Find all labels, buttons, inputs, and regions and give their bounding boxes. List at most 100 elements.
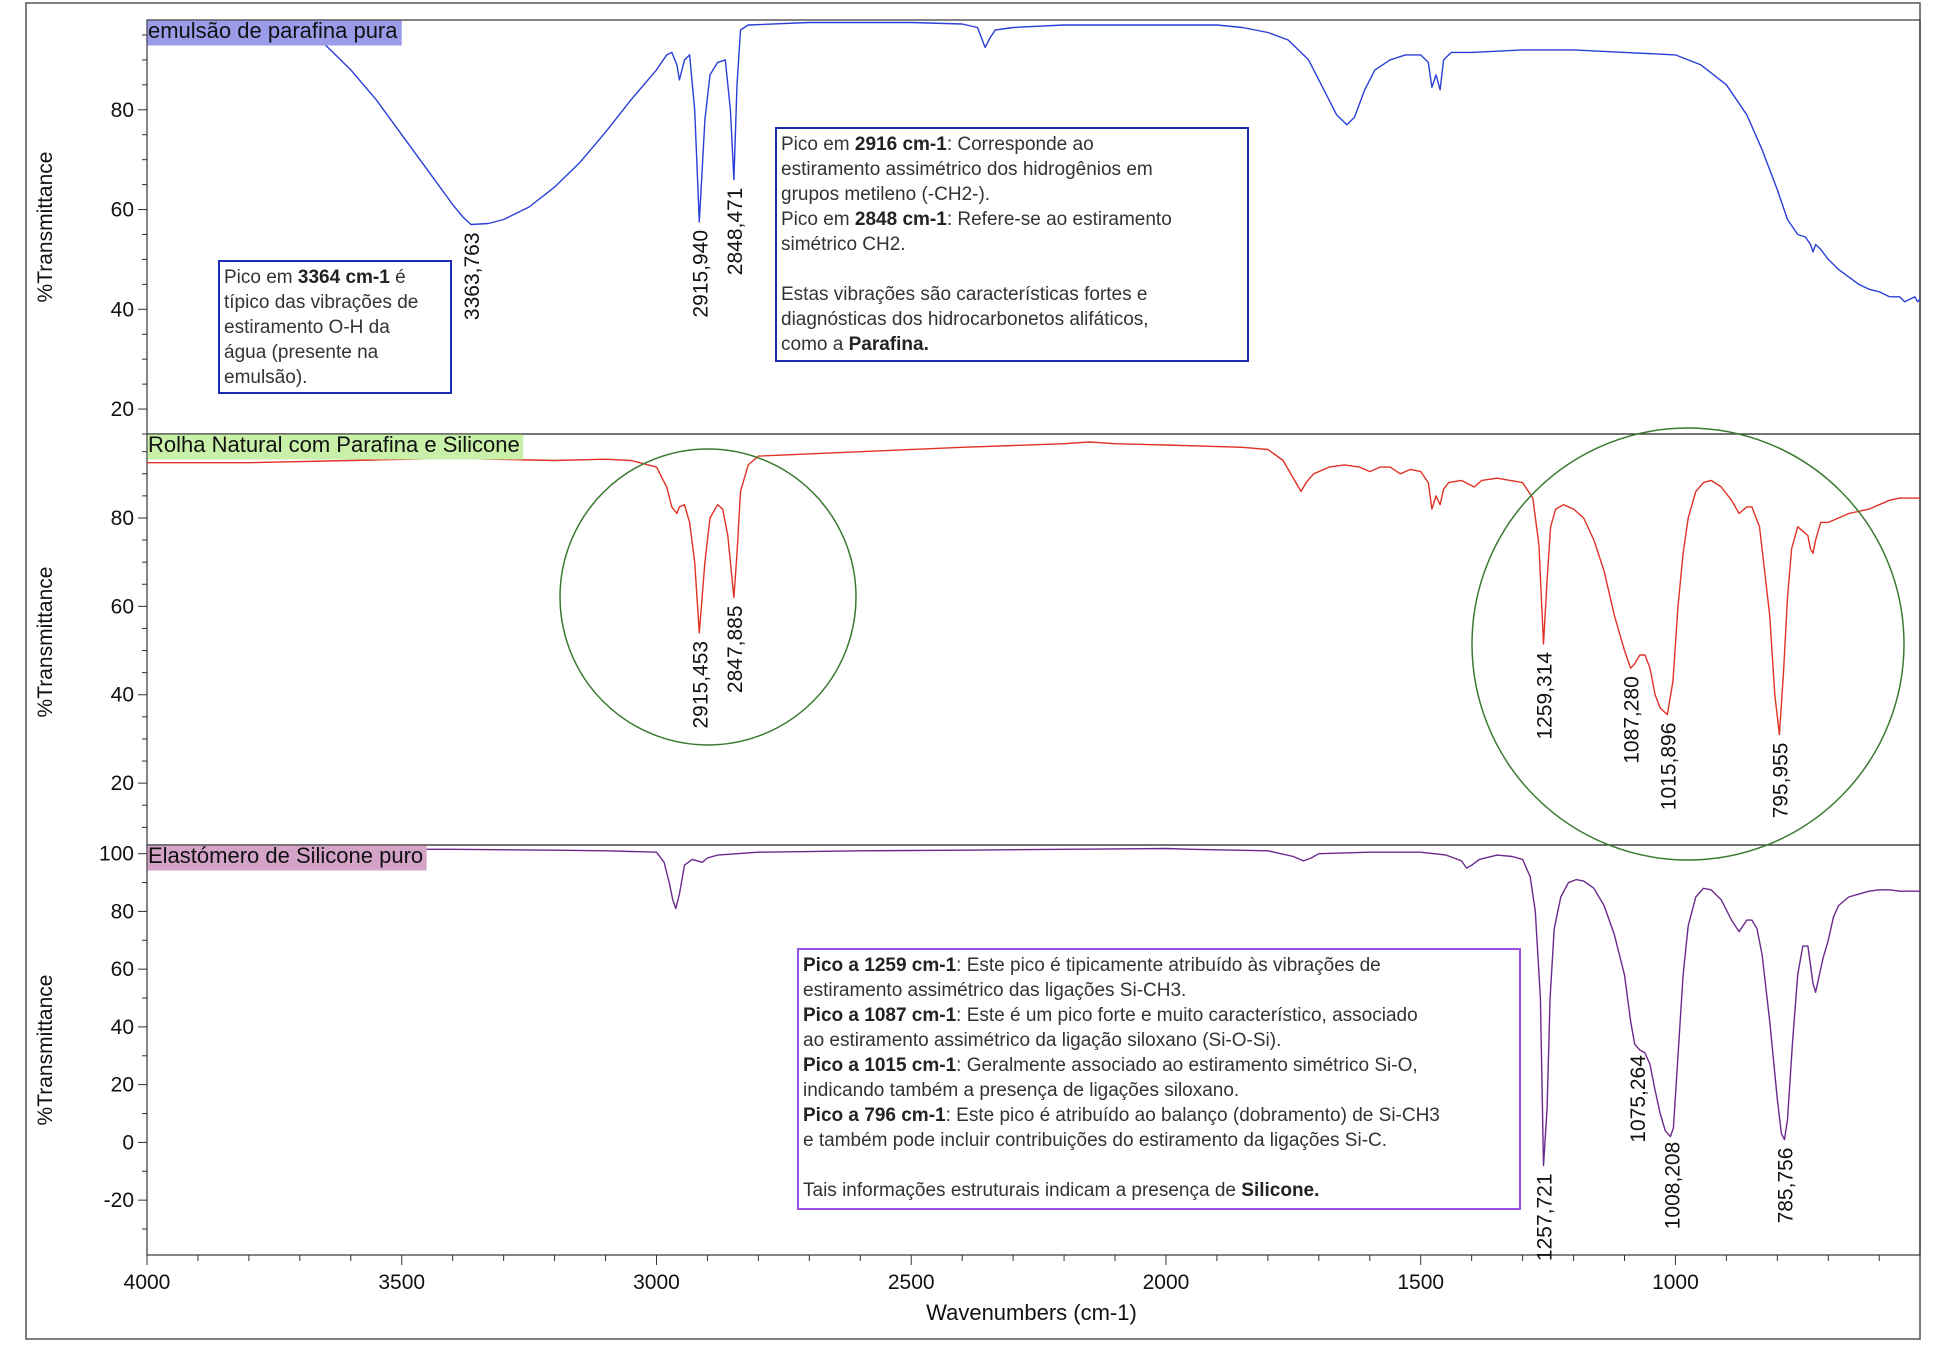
x-tick-label: 3000	[633, 1271, 680, 1294]
note-paraffin-peaks: Pico em 2916 cm-1: Corresponde ao estiram…	[775, 127, 1249, 362]
panel-title-2: Rolha Natural com Parafina e Silicone	[148, 432, 520, 457]
y-tick-label: 20	[111, 398, 134, 421]
y-tick-label: 60	[111, 958, 134, 981]
note-paraffin-text: simétrico CH2.	[781, 234, 906, 255]
note-paraffin-text: Pico em	[781, 134, 855, 155]
y-tick-label: 20	[111, 772, 134, 795]
note-silicone-bold-text: Pico a 796 cm-1	[803, 1105, 946, 1126]
panel-title-background-1	[147, 20, 402, 46]
note-paraffin-line: simétrico CH2.	[781, 232, 1243, 257]
peak-label-1008-208: 1008,208	[1661, 1142, 1684, 1230]
y-tick-label: 80	[111, 99, 134, 122]
note-paraffin-text: : Corresponde ao	[946, 134, 1094, 155]
y-tick-label: 80	[111, 507, 134, 530]
note-paraffin-line: Pico em 2848 cm-1: Refere-se ao estirame…	[781, 207, 1243, 232]
y-tick-label: 0	[122, 1131, 134, 1154]
y-tick-label: 60	[111, 595, 134, 618]
note-paraffin-line: Estas vibrações são características fort…	[781, 282, 1243, 307]
y-tick-label: -20	[104, 1189, 134, 1212]
peak-label-1087-280: 1087,280	[1621, 676, 1644, 764]
note-water-text: Pico em	[224, 267, 298, 288]
note-paraffin-text: diagnósticas dos hidrocarbonetos alifáti…	[781, 309, 1149, 330]
note-silicone-text: : Este é um pico forte e muito caracterí…	[956, 1005, 1418, 1026]
panel-title-background-3	[147, 845, 427, 871]
note-water-line: Pico em 3364 cm-1 é	[224, 265, 446, 290]
note-paraffin-bold-text: 2916 cm-1	[854, 134, 947, 155]
note-silicone-bold-text: Silicone.	[1241, 1180, 1320, 1201]
highlight-circle-ch2-peaks	[559, 448, 857, 746]
note-silicone-text: e também pode incluir contribuições do e…	[803, 1130, 1388, 1151]
note-paraffin-blank-line	[781, 257, 1243, 282]
peak-label-1257-721: 1257,721	[1534, 1174, 1557, 1262]
note-water-line: água (presente na	[224, 340, 446, 365]
note-silicone-line: ao estiramento assimétrico da ligação si…	[803, 1028, 1515, 1053]
note-paraffin-text: Pico em	[781, 209, 855, 230]
y-tick-label: 40	[111, 298, 134, 321]
note-silicone-text: Tais informações estruturais indicam a p…	[803, 1180, 1242, 1201]
y-tick-label: 40	[111, 684, 134, 707]
note-paraffin-bold-text: 2848 cm-1	[854, 209, 947, 230]
y-axis-label-3: %Transmittance	[34, 975, 57, 1126]
spectrum-line-3	[146, 847, 1920, 1167]
note-silicone-line: Pico a 1015 cm-1: Geralmente associado a…	[803, 1053, 1515, 1078]
note-paraffin-text: estiramento assimétrico dos hidrogênios …	[781, 159, 1153, 180]
note-paraffin-line: estiramento assimétrico dos hidrogênios …	[781, 157, 1243, 182]
note-paraffin-text: como a	[781, 334, 849, 355]
note-water-line: emulsão).	[224, 365, 446, 390]
note-paraffin-text: Estas vibrações são características fort…	[781, 284, 1148, 305]
note-paraffin-text: : Refere-se ao estiramento	[946, 209, 1172, 230]
peak-label-2847-885: 2847,885	[724, 606, 747, 694]
y-tick-label: 40	[111, 1016, 134, 1039]
note-silicone-text: ao estiramento assimétrico da ligação si…	[803, 1030, 1282, 1051]
note-silicone-bold-text: Pico a 1259 cm-1	[803, 955, 957, 976]
peak-label-1015-896: 1015,896	[1657, 723, 1680, 811]
panel-title-3: Elastómero de Silicone puro	[148, 843, 423, 868]
y-tick-label: 100	[99, 843, 134, 866]
note-paraffin-line: como a Parafina.	[781, 332, 1243, 357]
note-paraffin-line: grupos metileno (-CH2-).	[781, 182, 1243, 207]
note-paraffin-line: diagnósticas dos hidrocarbonetos alifáti…	[781, 307, 1243, 332]
plot-frame-3	[146, 844, 1921, 1256]
note-silicone-line: Tais informações estruturais indicam a p…	[803, 1178, 1515, 1203]
note-silicone-text: indicando também a presença de ligações …	[803, 1080, 1240, 1101]
note-silicone-text: : Este pico é tipicamente atribuído às v…	[956, 955, 1381, 976]
note-paraffin-text: grupos metileno (-CH2-).	[781, 184, 991, 205]
note-silicone-line: Pico a 1259 cm-1: Este pico é tipicament…	[803, 953, 1515, 978]
y-tick-label: 60	[111, 199, 134, 222]
peak-label-1259-314: 1259,314	[1534, 652, 1557, 740]
peak-label-795-955: 795,955	[1769, 743, 1792, 819]
x-tick-label: 3500	[378, 1271, 425, 1294]
note-water-line: típico das vibrações de	[224, 290, 446, 315]
peak-label-2848-471: 2848,471	[724, 188, 747, 276]
panel-title-1: emulsão de parafina pura	[148, 18, 398, 43]
x-tick-label: 2500	[888, 1271, 935, 1294]
y-axis-label-1: %Transmittance	[34, 152, 57, 303]
note-silicone-text: estiramento assimétrico das ligações Si-…	[803, 980, 1187, 1001]
note-paraffin-line: Pico em 2916 cm-1: Corresponde ao	[781, 132, 1243, 157]
x-tick-label: 1500	[1397, 1271, 1444, 1294]
plot-frame-2	[146, 433, 1921, 846]
note-silicone-peaks: Pico a 1259 cm-1: Este pico é tipicament…	[797, 948, 1521, 1210]
note-silicone-blank-line	[803, 1153, 1515, 1178]
peak-label-2915-940: 2915,940	[689, 230, 712, 318]
x-tick-label: 4000	[124, 1271, 171, 1294]
note-silicone-bold-text: Pico a 1015 cm-1	[803, 1055, 957, 1076]
note-water-text: típico das vibrações de	[224, 292, 419, 313]
note-silicone-text: : Este pico é atribuído ao balanço (dobr…	[945, 1105, 1440, 1126]
note-water-bold-text: 3364 cm-1	[297, 267, 390, 288]
peak-label-785-756: 785,756	[1775, 1148, 1798, 1224]
y-tick-label: 80	[111, 900, 134, 923]
note-silicone-line: Pico a 796 cm-1: Este pico é atribuído a…	[803, 1103, 1515, 1128]
note-water-text: é	[389, 267, 406, 288]
panel-title-background-2	[147, 434, 524, 460]
y-axis-label-2: %Transmittance	[34, 567, 57, 718]
note-paraffin-bold-text: Parafina.	[848, 334, 929, 355]
note-silicone-line: e também pode incluir contribuições do e…	[803, 1128, 1515, 1153]
peak-label-3363-763: 3363,763	[461, 233, 484, 321]
note-water-text: água (presente na	[224, 342, 379, 363]
note-silicone-line: Pico a 1087 cm-1: Este é um pico forte e…	[803, 1003, 1515, 1028]
note-water-peak: Pico em 3364 cm-1 é típico das vibrações …	[218, 260, 452, 394]
note-silicone-text: : Geralmente associado ao estiramento si…	[956, 1055, 1418, 1076]
x-tick-label: 2000	[1143, 1271, 1190, 1294]
